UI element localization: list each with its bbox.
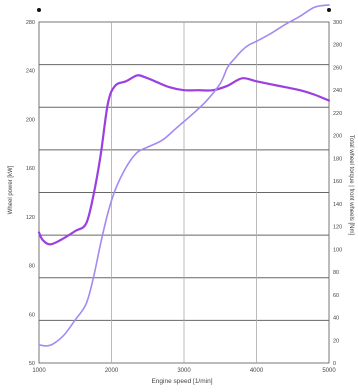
y-tick-label-left: 50 (29, 361, 35, 367)
x-tick-label: 1000 (32, 368, 46, 374)
y-tick-label-left: 280 (26, 20, 35, 26)
series (37, 4, 331, 347)
x-tick-label: 3000 (177, 368, 191, 374)
y-tick-label-right: 60 (333, 293, 339, 299)
corner-dot-left (37, 8, 41, 12)
y-tick-label-right: 200 (333, 134, 342, 140)
y-tick-label-right: 40 (333, 316, 339, 322)
y-tick-label-right: 180 (333, 156, 342, 162)
y-tick-label-left: 200 (26, 117, 35, 123)
y-tick-label-left: 80 (29, 264, 35, 270)
corner-dot-right (327, 8, 331, 12)
y-axis-label-left: Wheel power [kW] (8, 165, 14, 214)
y-tick-label-left: 160 (26, 166, 35, 172)
y-tick-label-right: 160 (333, 179, 342, 185)
y-tick-label-right: 100 (333, 247, 342, 253)
y-tick-label-left: 240 (26, 69, 35, 75)
x-axis-label: Engine speed [1/min] (151, 378, 212, 385)
y-tick-label-right: 80 (333, 270, 339, 276)
y-tick-label-right: 300 (333, 20, 342, 26)
grid (38, 21, 330, 364)
y-tick-label-right: 240 (333, 88, 342, 94)
y-tick-label-right: 140 (333, 202, 342, 208)
y-tick-label-right: 20 (333, 338, 339, 344)
tick-labels: 1000 2000 3000 4000 500028024020016012080605… (26, 20, 342, 374)
y-tick-label-right: 0 (333, 361, 336, 367)
y-tick-label-right: 280 (333, 43, 342, 49)
x-tick-label: 4000 (250, 368, 264, 374)
series-line-wheel-power (37, 74, 331, 246)
y-axis-label-right: Total wheel torque | front wheels [Nm] (348, 135, 354, 236)
y-tick-label-right: 120 (333, 225, 342, 231)
y-tick-label-right: 220 (333, 111, 342, 117)
y-tick-label-right: 260 (333, 65, 342, 71)
y-tick-label-left: 120 (26, 215, 35, 221)
x-tick-label: 5000 (322, 368, 336, 374)
x-tick-label: 2000 (105, 368, 119, 374)
series-line-wheel-torque (38, 4, 330, 347)
axis-labels: Engine speed [1/min] Wheel power [kW] To… (8, 8, 354, 385)
y-tick-label-left: 60 (29, 312, 35, 318)
